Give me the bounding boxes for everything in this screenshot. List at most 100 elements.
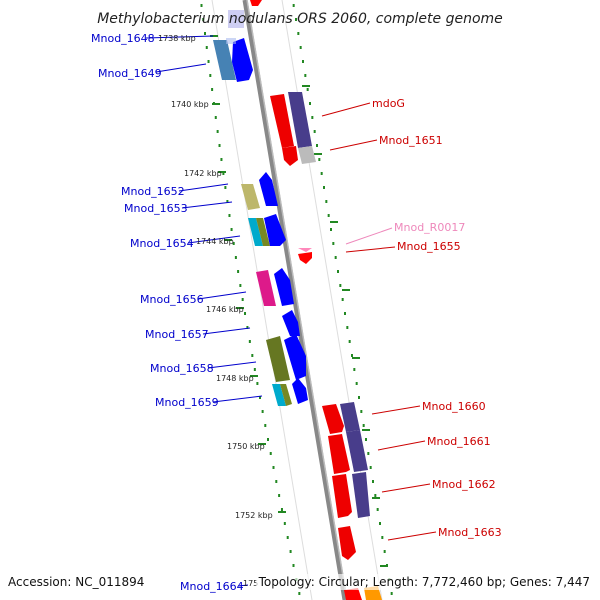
guide-dot <box>232 242 235 245</box>
guide-dot <box>251 354 254 357</box>
feature-top-lavender <box>228 10 244 28</box>
guide-dot <box>298 592 301 595</box>
scale-tick-label: 1752 kbp <box>235 511 273 520</box>
guide-dot <box>220 158 223 161</box>
gene-label-forward: Mnod_1652 <box>121 185 185 198</box>
gene-label-reverse: Mnod_1651 <box>379 134 443 147</box>
scale-tick-mark <box>210 35 218 37</box>
scale-tick-label: 1746 kbp <box>206 305 244 314</box>
guide-dot <box>209 74 212 77</box>
feature-1648-shade <box>226 38 236 44</box>
feature-1654-arrow <box>264 214 286 246</box>
gene-label-forward: Mnod_1664 <box>180 580 244 593</box>
guide-dot <box>228 214 231 217</box>
label-leader-lines <box>145 35 437 587</box>
guide-dot <box>280 508 283 511</box>
guide-dot <box>246 326 249 329</box>
scale-tick-mark <box>352 357 360 359</box>
gene-label-reverse: Mnod_1663 <box>438 526 502 539</box>
guide-dot <box>207 60 210 63</box>
gene-label-forward: Mnod_1653 <box>124 202 188 215</box>
guide-dot <box>337 270 339 273</box>
feature-1652-arrow <box>259 172 278 206</box>
guide-dot <box>234 256 237 259</box>
feature-1660-cog <box>340 402 360 432</box>
guide-dot <box>304 74 307 77</box>
feature-1657-arrow <box>282 310 300 336</box>
guide-dot <box>224 186 227 189</box>
guide-dot <box>346 326 349 329</box>
leader-line <box>155 63 207 73</box>
leader-line <box>321 102 371 117</box>
guide-dot <box>218 144 221 147</box>
guide-dot <box>244 312 247 315</box>
guide-dot <box>313 130 316 133</box>
feature-1654-cog-cyan <box>248 218 263 246</box>
feature-1656-cog <box>256 270 276 306</box>
footer-topology-backdrop <box>256 574 592 590</box>
scale-tick-mark <box>218 171 226 173</box>
gene-labels: Mnod_1648 Mnod_1649 Mnod_1652 Mnod_1653 Mnod… <box>91 32 502 593</box>
map-title: Methylobacterium nodulans ORS 2060, comp… <box>97 11 503 27</box>
guide-dot <box>202 18 205 21</box>
gene-label-forward: Mnod_1654 <box>130 237 194 250</box>
leader-line <box>197 291 247 300</box>
feature-blocks <box>213 0 382 600</box>
leader-line <box>212 395 263 403</box>
guide-dot <box>353 368 356 371</box>
scale-tick-mark <box>224 239 232 241</box>
guide-dot <box>275 480 278 483</box>
scale-tick-label: 1748 kbp <box>216 374 254 383</box>
gene-label-reverse: Mnod_1661 <box>427 435 491 448</box>
guide-dot <box>311 116 314 119</box>
guide-dot <box>205 46 208 49</box>
guide-dot <box>355 382 358 385</box>
feature-1658-cog <box>266 336 290 382</box>
guide-dot <box>241 298 244 301</box>
guide-dot <box>358 396 360 399</box>
guide-dot <box>325 200 328 203</box>
guide-dot <box>390 592 393 595</box>
guide-dot <box>266 438 269 441</box>
guide-dot <box>318 158 321 161</box>
guide-dot <box>374 494 377 497</box>
feature-1651-arrow <box>282 146 298 166</box>
guide-dot <box>320 172 323 175</box>
scale-tick-label: 1750 kbp <box>227 442 265 451</box>
guide-dot <box>367 452 370 455</box>
feature-1654-cog-olive <box>256 218 270 246</box>
feature-1662-cog <box>352 472 370 518</box>
guide-dot <box>376 508 379 511</box>
guide-dot <box>278 494 281 497</box>
guide-dot <box>332 242 335 245</box>
feature-1659-arrow <box>292 378 308 404</box>
leader-line <box>181 201 233 209</box>
guide-dot <box>362 424 365 427</box>
scale-tick-label: 1742 kbp <box>184 169 222 178</box>
feature-bottom-red <box>344 588 362 600</box>
leader-line <box>202 327 251 335</box>
scale-tick-mark <box>330 221 338 223</box>
feature-1662-arrow <box>332 474 352 518</box>
gene-label-reverse: Mnod_1660 <box>422 400 486 413</box>
guide-dot <box>214 116 217 119</box>
guide-dot <box>369 466 372 469</box>
feature-1661-arrow <box>328 434 350 474</box>
feature-1649-arrow <box>232 38 253 82</box>
gene-label-forward: Mnod_1657 <box>145 328 209 341</box>
gene-label-forward: Mnod_1658 <box>150 362 214 375</box>
scale-tick-mark <box>362 429 370 431</box>
guide-dot <box>253 368 256 371</box>
guide-dot <box>302 60 304 63</box>
feature-1663-arrow <box>338 526 356 560</box>
footer-accession: Accession: NC_011894 <box>8 575 144 589</box>
guide-dot <box>334 256 337 259</box>
leader-line <box>387 531 437 541</box>
guide-dot <box>344 312 346 315</box>
guide-dot <box>237 270 240 273</box>
guide-dot <box>306 88 309 91</box>
scale-tick-mark <box>380 565 388 567</box>
feature-1651-cog <box>298 146 316 164</box>
guide-dot <box>216 130 219 133</box>
